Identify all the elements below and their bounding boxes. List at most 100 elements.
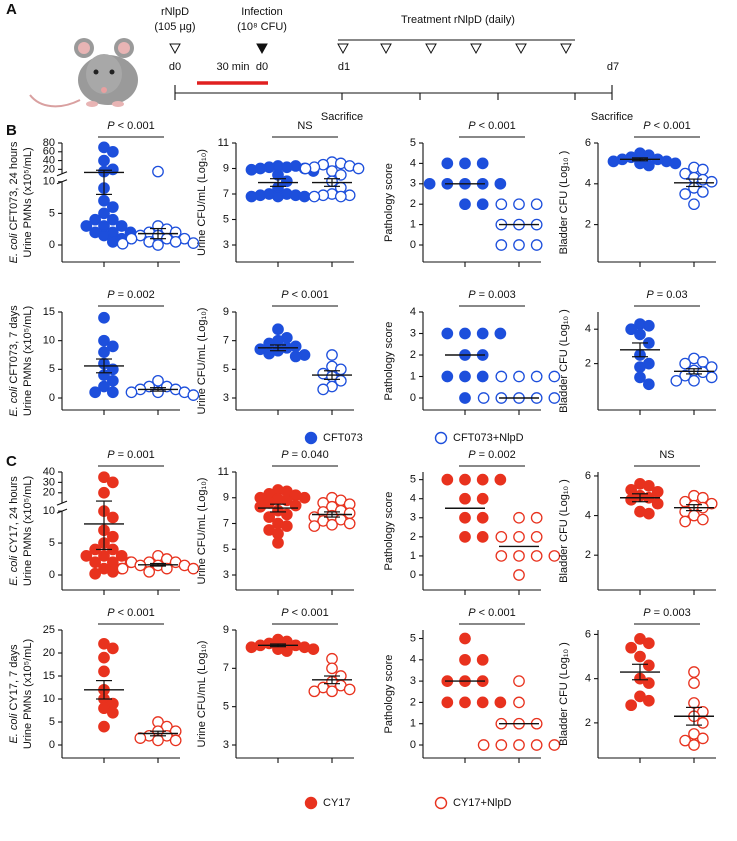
y-tick-label: 4 <box>585 323 591 335</box>
plot: 0 5 10 15 20 25 Urine PMNs (x10⁵/mL) P < 0.001 <box>22 607 182 763</box>
y-tick-label: 4 <box>410 493 416 505</box>
data-point <box>548 392 561 404</box>
error-bar <box>686 706 702 726</box>
data-point <box>477 739 490 751</box>
y-tick-label: 11 <box>218 466 229 478</box>
stat-label: P < 0.001 <box>281 607 328 619</box>
error-bar <box>150 730 166 737</box>
data-point <box>89 213 102 226</box>
data-point <box>98 229 110 242</box>
plot: 3 5 7 9 Urine CFU/mL (Log₁₀) P < 0.001 <box>196 607 356 763</box>
data-point <box>530 370 543 383</box>
data-point <box>495 531 508 543</box>
y-tick-label: 3 <box>223 739 229 751</box>
y-axis-label: Urine PMNs (x10⁵/mL) <box>22 476 34 586</box>
y-axis-label: Pathology score <box>383 322 395 401</box>
data-point <box>513 569 525 581</box>
data-point <box>642 694 655 707</box>
error-bar <box>96 358 112 374</box>
y-tick-label: 2 <box>585 219 591 231</box>
data-point <box>169 734 182 747</box>
stat-label: P < 0.001 <box>107 607 154 619</box>
data-point <box>115 220 128 232</box>
timeline <box>169 39 613 100</box>
data-point <box>476 473 489 486</box>
data-point <box>334 169 347 181</box>
data-point <box>476 198 489 211</box>
plot: 0 5 10 15 Urine PMNs (x10⁵/mL) P = 0.002 <box>22 289 200 416</box>
data-point <box>634 650 646 663</box>
data-point <box>669 157 682 170</box>
timeline-label: (105 µg) <box>154 21 195 33</box>
y-tick-label: 1 <box>410 370 416 382</box>
y-tick-label: 40 <box>43 466 55 478</box>
y-tick-label: 9 <box>223 492 229 504</box>
data-point <box>298 491 311 504</box>
y-tick-label: 80 <box>43 137 55 149</box>
data-point <box>106 530 119 543</box>
timeline-label: Sacrifice <box>591 111 633 123</box>
data-point <box>459 473 471 486</box>
data-point <box>495 370 508 383</box>
data-point <box>459 157 471 170</box>
data-point <box>106 565 119 578</box>
y-tick-label: 5 <box>49 207 55 219</box>
data-point <box>476 327 489 340</box>
data-point <box>98 549 110 562</box>
y-tick-label: 5 <box>49 716 55 728</box>
panel-label: C <box>6 453 17 470</box>
y-tick-label: 5 <box>410 632 416 644</box>
data-point <box>642 378 655 391</box>
y-tick-label: 0 <box>49 739 55 751</box>
y-axis-label: Urine CFU/mL (Log₁₀) <box>196 149 208 256</box>
data-point <box>89 386 102 399</box>
stat-label: P < 0.001 <box>281 289 328 301</box>
data-point <box>513 239 525 251</box>
stat-label: P = 0.040 <box>281 449 328 461</box>
data-point <box>459 632 471 645</box>
plot: 3 5 7 9 Urine CFU/mL (Log₁₀) P < 0.001 <box>196 289 354 415</box>
timeline-label: Treatment rNlpD (daily) <box>401 14 515 26</box>
data-point <box>106 374 119 387</box>
y-axis-label: Urine PMNs (x10⁵/mL) <box>22 147 34 257</box>
plot: 2 4 6 Bladder CFU (Log₁₀ ) P = 0.003 <box>558 607 716 763</box>
timeline-label: 30 min <box>216 61 249 73</box>
data-point <box>125 386 138 399</box>
y-axis-label: Urine CFU/mL (Log₁₀) <box>196 308 208 415</box>
data-point <box>106 386 119 399</box>
y-tick-label: 2 <box>410 198 416 210</box>
y-tick-label: 5 <box>223 213 229 225</box>
data-point <box>459 492 471 505</box>
plot: 0 1 2 3 4 Pathology score P = 0.003 <box>383 289 561 415</box>
y-tick-label: 15 <box>43 670 55 682</box>
data-point <box>651 485 664 498</box>
error-bar <box>150 387 166 392</box>
data-point <box>625 323 638 336</box>
y-tick-label: 60 <box>43 146 55 158</box>
data-point <box>98 311 110 324</box>
data-point <box>476 511 489 524</box>
y-tick-label: 5 <box>410 474 416 486</box>
data-point <box>642 507 655 520</box>
timeline-label: Sacrifice <box>321 111 363 123</box>
data-point <box>441 696 454 709</box>
y-tick-label: 3 <box>410 327 416 339</box>
error-bar <box>686 504 702 512</box>
y-tick-label: 7 <box>223 662 229 674</box>
data-point <box>280 520 293 532</box>
data-point <box>245 163 258 176</box>
y-tick-label: 3 <box>223 239 229 251</box>
data-point <box>476 653 489 666</box>
data-point <box>326 518 338 531</box>
plot: 0 1 2 3 4 5 Pathology score P < 0.001 <box>383 120 543 267</box>
y-tick-label: 2 <box>585 717 591 729</box>
data-point <box>152 734 164 747</box>
data-point <box>513 511 525 524</box>
legend-label: CFT073+NlpD <box>453 432 524 444</box>
data-point <box>125 232 138 245</box>
data-point <box>326 685 338 698</box>
error-bar <box>324 370 340 380</box>
y-tick-label: 7 <box>223 188 229 200</box>
